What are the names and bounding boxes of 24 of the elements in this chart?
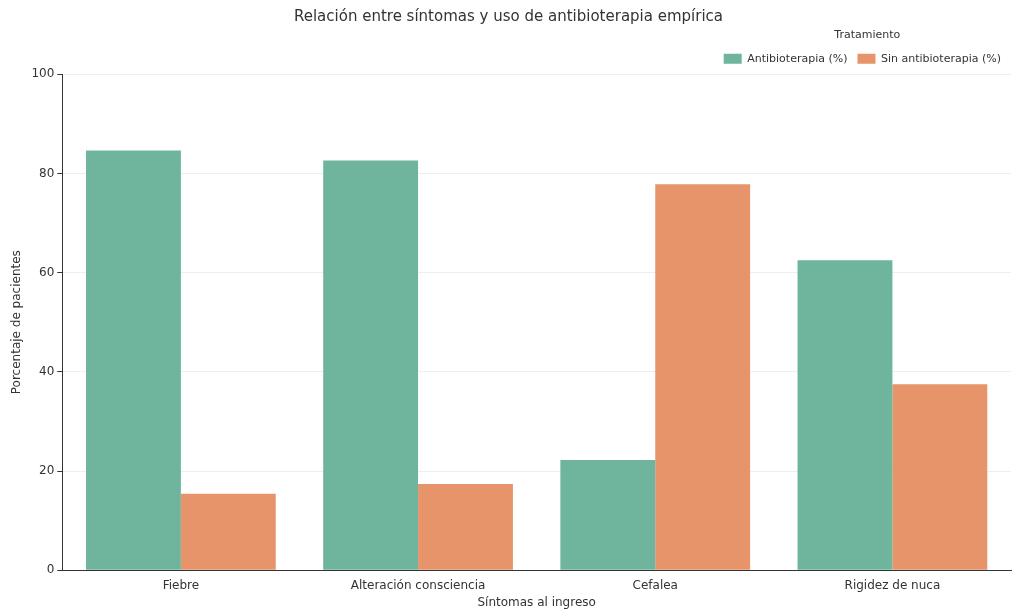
bar [892, 384, 988, 570]
y-tick-label: 20 [39, 463, 55, 478]
y-tick-label: 40 [39, 363, 55, 378]
y-tick-label: 100 [31, 66, 55, 81]
x-tick-label: Rigidez de nuca [844, 577, 941, 592]
legend-label: Antibioterapia (%) [747, 51, 848, 65]
bar [655, 184, 751, 570]
y-tick-label: 0 [46, 562, 55, 577]
y-axis-title: Porcentaje de pacientes [9, 250, 24, 395]
legend-title: Tratamiento [833, 28, 901, 42]
x-tick-label: Cefalea [632, 577, 678, 592]
bar [797, 260, 893, 570]
bar [560, 460, 656, 570]
x-tick-label: Fiebre [162, 577, 200, 592]
legend-label: Sin antibioterapia (%) [880, 51, 1001, 65]
bar [418, 483, 513, 570]
x-axis-title: Síntomas al ingreso [477, 594, 596, 609]
y-tick-label: 80 [39, 165, 55, 180]
x-tick-label: Alteración consciencia [350, 577, 486, 592]
bar [86, 150, 181, 570]
chart-title: Relación entre síntomas y uso de antibioterapia empírica [293, 6, 724, 25]
bar [323, 160, 419, 570]
bar [180, 493, 276, 570]
y-tick-label: 60 [39, 264, 55, 279]
